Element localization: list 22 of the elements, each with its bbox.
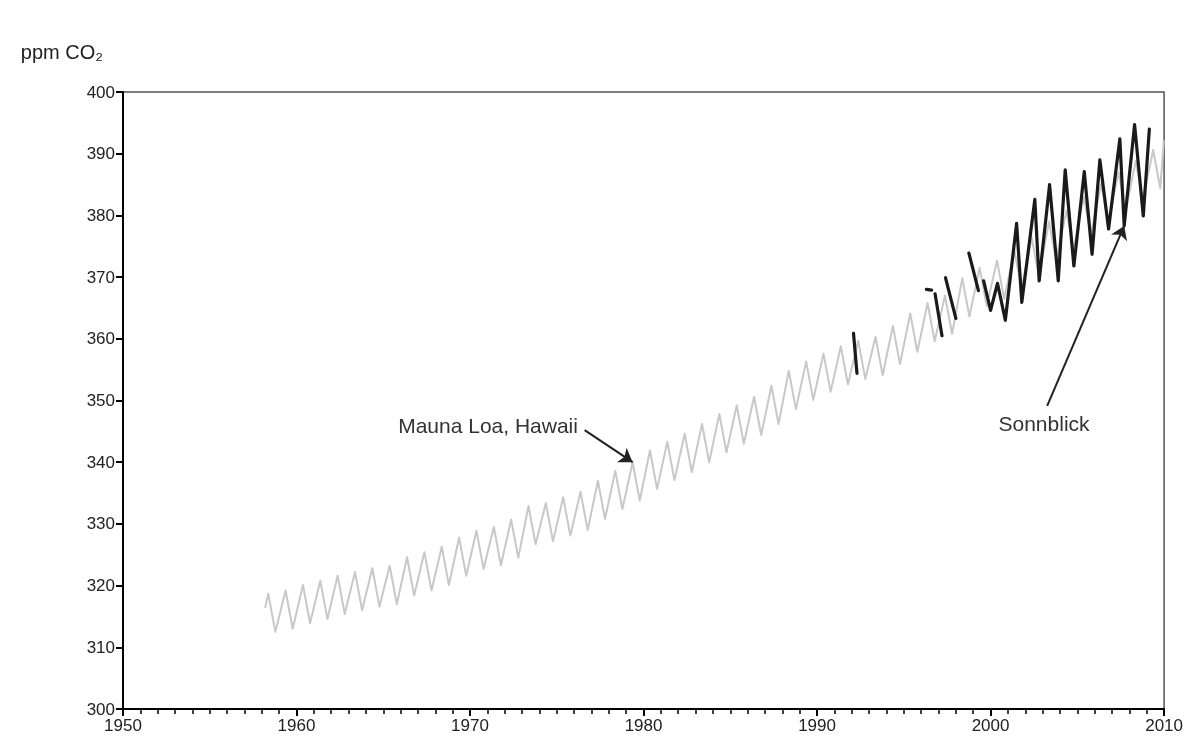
y-tick-label: 360 bbox=[86, 329, 115, 349]
y-tick-label: 340 bbox=[86, 452, 115, 472]
y-tick-label: 320 bbox=[86, 576, 115, 596]
y-tick-label: 300 bbox=[86, 699, 115, 719]
y-tick-label: 350 bbox=[86, 391, 115, 410]
x-tick-label: 2000 bbox=[971, 716, 1010, 735]
x-tick-label: 1980 bbox=[624, 716, 663, 735]
text: Mauna Loa, Hawaii bbox=[398, 414, 578, 438]
y-tick-label: 380 bbox=[86, 205, 115, 225]
x-tick-label: 1970 bbox=[451, 716, 489, 735]
y-tick-label: 310 bbox=[86, 637, 115, 657]
x-tick-label: 1990 bbox=[798, 716, 836, 735]
y-axis-title: ppm CO₂ bbox=[20, 41, 103, 63]
text: Sonnblick bbox=[998, 412, 1091, 436]
y-tick-label: 400 bbox=[86, 82, 115, 102]
x-tick-label: 2010 bbox=[1145, 716, 1183, 735]
y-tick-label: 370 bbox=[86, 267, 115, 287]
y-tick-label: 330 bbox=[86, 514, 115, 534]
x-tick-label: 1950 bbox=[104, 716, 142, 735]
line-series bbox=[264, 140, 1165, 633]
y-tick-label: 390 bbox=[86, 144, 115, 164]
x-tick-label: 1960 bbox=[277, 716, 316, 735]
